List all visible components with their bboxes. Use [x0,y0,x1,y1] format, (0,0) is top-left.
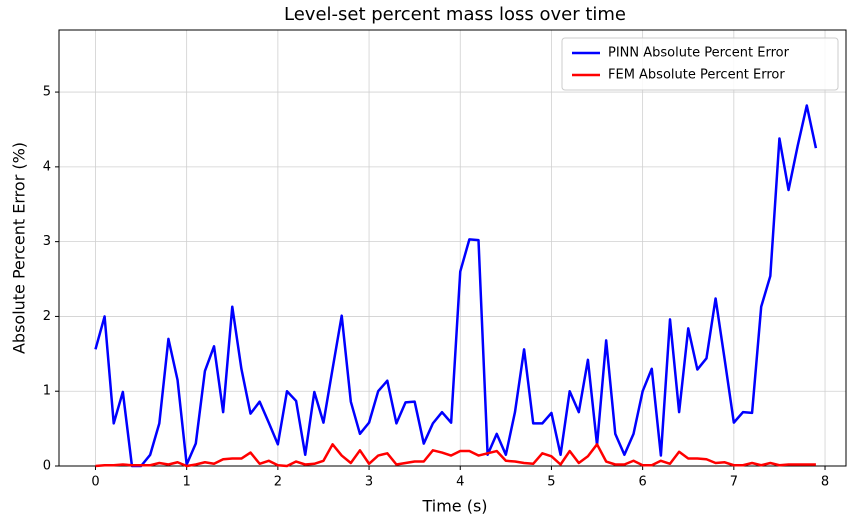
x-tick-label: 2 [274,475,282,490]
x-tick-label: 5 [547,475,555,490]
y-tick-label: 0 [43,459,51,474]
plot-frame [58,29,847,467]
y-tick-label: 3 [43,234,51,249]
legend-box [561,37,839,91]
x-tick-label: 7 [730,475,738,490]
series-line [94,104,818,468]
y-tick-label: 1 [43,384,51,399]
y-tick-label: 4 [43,159,51,174]
series-line [95,443,816,468]
legend-label: FEM Absolute Percent Error [608,68,785,83]
legend-label: PINN Absolute Percent Error [608,46,790,61]
x-axis-label: Time (s) [421,497,487,516]
x-tick-label: 3 [365,475,373,490]
x-tick-label: 4 [456,475,464,490]
x-tick-label: 0 [91,475,99,490]
x-tick-label: 6 [638,475,646,490]
chart-title: Level-set percent mass loss over time [284,4,626,25]
y-tick-label: 2 [43,309,51,324]
x-tick-label: 1 [183,475,191,490]
y-axis-label: Absolute Percent Error (%) [10,142,29,354]
y-tick-label: 5 [43,85,51,100]
x-tick-label: 8 [821,475,829,490]
